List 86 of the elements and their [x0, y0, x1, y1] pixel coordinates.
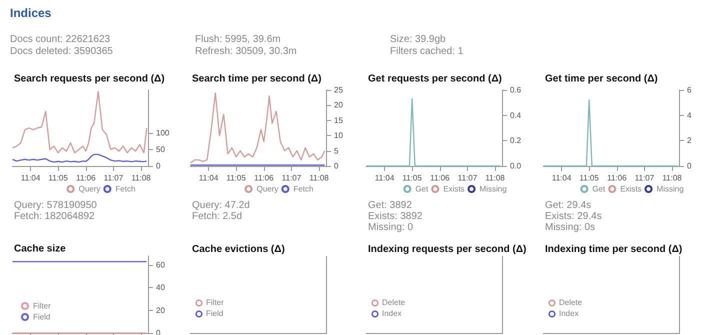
legend-label: Missing — [480, 184, 507, 194]
legend-label: Get — [415, 184, 429, 194]
chart-title: Search requests per second (Δ) — [14, 74, 165, 84]
x-tick-label: 11:04 — [552, 174, 572, 182]
y-tick-label: 0.2 — [510, 136, 522, 146]
x-tick-label: 11:08 — [309, 174, 330, 182]
y-tick-label: 0.6 — [510, 86, 522, 94]
y-tick-label: 10 — [334, 131, 344, 140]
chart-title: Get requests per second (Δ) — [368, 74, 502, 84]
text: Index — [559, 308, 579, 319]
text: Exists: 3892 — [368, 211, 422, 222]
y-tick-label: 20 — [334, 100, 344, 110]
x-tick-label: 11:08 — [131, 174, 152, 182]
x-tick-label: 11:04 — [198, 174, 219, 182]
text: Docs count: 22621623 — [10, 34, 110, 45]
chart-title: Cache size — [14, 244, 66, 254]
text: Cache evictions (Δ) — [192, 244, 285, 255]
y-tick-label: 0 — [687, 162, 692, 170]
legend-label: Exists — [620, 184, 642, 194]
text: Fetch: 182064892 — [14, 211, 95, 222]
x-tick-label: 11:08 — [485, 174, 506, 182]
chart-title: Get time per second (Δ) — [545, 74, 658, 84]
text: Flush: 5995, 39.6m — [195, 34, 281, 45]
y-tick-label: 5 — [334, 146, 339, 156]
text: Filters cached: 1 — [390, 46, 464, 57]
text: Indexing requests per second (Δ) — [368, 244, 526, 255]
legend-label: Query — [78, 184, 100, 194]
text: Refresh: 30509, 30.3m — [195, 46, 297, 57]
x-tick-label: 11:06 — [430, 174, 450, 182]
legend-label: Fetch — [293, 184, 314, 194]
text: Filter — [206, 297, 224, 308]
legend-label: Filter — [33, 302, 52, 310]
y-tick-label: 4 — [687, 110, 692, 120]
x-tick-label: 11:07 — [634, 174, 655, 182]
line-series — [12, 154, 148, 163]
x-tick-label: 11:07 — [104, 174, 124, 182]
x-tick-label: 11:05 — [226, 174, 246, 182]
text: Get: 3892 — [368, 200, 412, 211]
text: Query: 578190950 — [14, 200, 97, 211]
y-tick-label: 2 — [687, 136, 692, 146]
x-tick-label: 11:05 — [402, 174, 422, 182]
y-tick-label: 0.4 — [510, 110, 522, 120]
x-tick-label: 11:04 — [20, 174, 41, 182]
x-tick-label: 11:05 — [579, 174, 600, 182]
x-tick-label: 11:05 — [48, 174, 68, 182]
y-tick-label: 40 — [156, 283, 166, 292]
text: Indexing time per second (Δ) — [545, 244, 682, 255]
y-tick-label: 15 — [334, 116, 344, 125]
legend-label: Field — [33, 312, 50, 322]
text: Query: 47.2d — [192, 200, 250, 211]
y-tick-label: 50 — [156, 144, 166, 154]
text: Fetch: 2.5d — [192, 211, 242, 222]
y-tick-label: 0 — [334, 162, 339, 170]
y-tick-label: 6 — [687, 86, 692, 94]
text: Docs deleted: 3590365 — [10, 46, 113, 57]
text: Size: 39.9gb — [390, 34, 446, 45]
x-tick-label: 11:06 — [254, 174, 274, 182]
chart-title: Search time per second (Δ) — [192, 74, 322, 84]
text: Indices — [10, 6, 52, 20]
y-tick-label: 0 — [156, 162, 161, 170]
y-tick-label: 60 — [156, 260, 166, 270]
legend-label: Missing — [656, 184, 684, 194]
text: Missing: 0 — [368, 222, 414, 233]
text: Delete — [382, 297, 406, 308]
y-tick-label: 25 — [334, 86, 344, 94]
text: Get: 29.4s — [545, 200, 592, 211]
text: Index — [382, 308, 402, 319]
x-tick-label: 11:06 — [76, 174, 96, 182]
x-tick-label: 11:04 — [374, 174, 395, 182]
x-tick-label: 11:07 — [458, 174, 478, 182]
legend-label: Query — [256, 184, 278, 194]
line-series — [12, 91, 148, 154]
y-tick-label: 100 — [156, 128, 170, 138]
text: Missing: 0s — [545, 222, 596, 233]
line-series — [190, 92, 326, 164]
text: Exists: 29.4s — [545, 211, 602, 222]
legend-label: Get — [592, 184, 606, 194]
text: Field — [206, 308, 224, 319]
x-tick-label: 11:07 — [282, 174, 302, 182]
legend-label: Exists — [443, 184, 465, 194]
legend-label: Fetch — [115, 184, 136, 194]
x-tick-label: 11:06 — [607, 174, 628, 182]
y-tick-label: 20 — [156, 306, 166, 315]
text: Delete — [559, 297, 582, 308]
x-tick-label: 11:08 — [662, 174, 682, 182]
y-tick-label: 0.0 — [510, 162, 522, 170]
